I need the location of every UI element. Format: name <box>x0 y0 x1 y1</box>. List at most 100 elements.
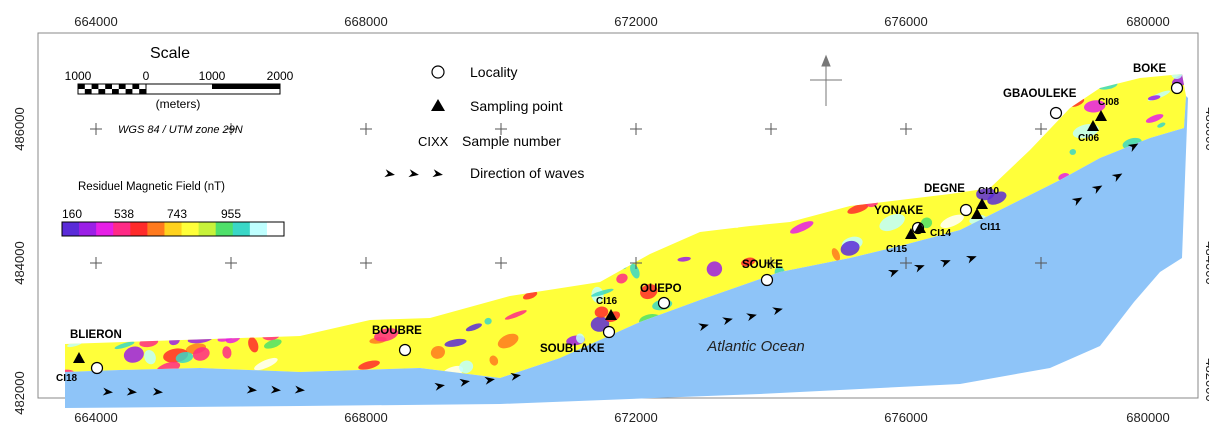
x-axis-top: 664000 668000 672000 676000 680000 <box>74 14 1169 29</box>
locality-label: YONAKE <box>874 205 924 217</box>
sample-label: CI11 <box>980 222 1001 233</box>
localities: BLIERON BOUBRE SOUBLAKE OUEPO SOUKE YONA… <box>70 63 1184 375</box>
symbol-legend: Locality Sampling point CIXX Sample numb… <box>384 64 584 181</box>
wave-arrow-icon <box>698 323 709 332</box>
ocean-area <box>65 96 1188 408</box>
sample-label: CI16 <box>596 296 618 307</box>
sample-label: CI10 <box>978 186 1000 197</box>
north-arrow-icon <box>810 54 842 106</box>
wave-arrow-icon <box>746 313 757 322</box>
locality-marker <box>760 273 774 287</box>
wave-arrow-icon <box>459 378 470 387</box>
wave-arrow-icon <box>1111 173 1123 182</box>
locality-marker <box>1170 81 1184 95</box>
y-tick-label: 484000 <box>12 241 27 284</box>
locality-label: BLIERON <box>70 329 122 341</box>
colorbar-tick: 955 <box>221 207 241 221</box>
sample-label: CI06 <box>1078 133 1100 144</box>
scale-label: 0 <box>143 69 150 83</box>
wave-arrow-icon <box>126 387 137 396</box>
locality-label: SOUBLAKE <box>540 343 605 355</box>
sampling-point-marker <box>73 352 85 363</box>
legend-sample-symbol: CIXX <box>418 134 449 149</box>
wave-arrow-icon <box>408 169 419 178</box>
locality-label: BOKE <box>1133 63 1167 75</box>
y-tick-label: 486000 <box>1203 107 1209 150</box>
x-tick-label: 672000 <box>614 410 657 425</box>
wave-arrow-icon <box>1091 185 1103 194</box>
y-tick-label: 482000 <box>12 371 27 414</box>
legend-locality: Locality <box>470 64 517 80</box>
wave-arrow-icon <box>965 255 977 264</box>
y-tick-label: 486000 <box>12 107 27 150</box>
scale-label: 1000 <box>65 69 92 83</box>
grid-crosses <box>90 123 1047 269</box>
locality-marker <box>1049 106 1063 120</box>
wave-arrow-icon <box>294 385 305 394</box>
sampling-point-marker <box>914 222 926 233</box>
y-tick-label: 482000 <box>1203 358 1209 401</box>
x-tick-label: 668000 <box>344 410 387 425</box>
locality-icon <box>431 65 445 79</box>
sample-label: CI18 <box>56 373 78 384</box>
wave-arrow-icon <box>384 169 395 178</box>
x-tick-label: 680000 <box>1126 410 1169 425</box>
wave-arrow-icon <box>722 317 733 326</box>
x-tick-label: 676000 <box>884 410 927 425</box>
locality-label: BOUBRE <box>372 325 422 337</box>
sampling-point-marker <box>971 208 983 219</box>
wave-arrow-icon <box>432 169 443 178</box>
x-tick-label: 664000 <box>74 410 117 425</box>
x-tick-label: 680000 <box>1126 14 1169 29</box>
sampling-point-marker <box>605 309 617 320</box>
wave-arrow-icon <box>246 385 257 394</box>
sampling-point-icon <box>431 99 445 111</box>
locality-marker <box>602 325 616 339</box>
scale-unit: (meters) <box>156 97 201 111</box>
sampling-point-marker <box>1087 120 1099 131</box>
wave-arrow-icon <box>887 269 899 278</box>
locality-marker <box>959 203 973 217</box>
scale-label: 1000 <box>199 69 226 83</box>
locality-label: SOUKE <box>742 259 783 271</box>
sampling-point-marker <box>1095 110 1107 121</box>
wave-arrow-icon <box>913 264 925 273</box>
y-axis-left: 486000 484000 482000 <box>12 107 27 414</box>
sampling-points: CI18 CI16 CI15 CI14 CI10 CI11 CI06 CI08 <box>56 97 1120 384</box>
y-tick-label: 484000 <box>1203 241 1209 284</box>
sampling-point-marker <box>905 228 917 239</box>
locality-label: OUEPO <box>640 283 682 295</box>
colorbar-title: Residuel Magnetic Field (nT) <box>78 181 225 193</box>
sample-label: CI14 <box>930 228 952 239</box>
colorbar-tick: 743 <box>167 207 187 221</box>
wave-arrow-icon <box>1127 143 1139 152</box>
wave-arrow-icon <box>484 376 495 385</box>
locality-marker <box>90 361 104 375</box>
sampling-point-marker <box>976 198 988 209</box>
colorbar: Residuel Magnetic Field (nT) 160 538 743… <box>61 181 285 237</box>
scale-label: 2000 <box>267 69 294 83</box>
wave-arrows <box>102 143 1139 396</box>
wave-arrow-icon <box>152 387 163 396</box>
locality-marker <box>398 343 412 357</box>
colorbar-tick: 160 <box>62 207 82 221</box>
legend-waves: Direction of waves <box>470 165 584 181</box>
y-axis-right: 486000 484000 482000 <box>1203 107 1209 401</box>
legend-sample-number: Sample number <box>462 133 561 149</box>
x-axis-bottom: 664000 668000 672000 676000 680000 <box>74 410 1169 425</box>
wave-arrows-icon <box>384 169 443 178</box>
x-tick-label: 676000 <box>884 14 927 29</box>
wave-arrow-icon <box>434 382 445 391</box>
x-tick-label: 664000 <box>74 14 117 29</box>
wave-arrow-icon <box>772 307 783 316</box>
wave-arrow-icon <box>510 372 521 381</box>
sample-label: CI15 <box>886 244 908 255</box>
x-tick-label: 672000 <box>614 14 657 29</box>
scale-bar: Scale 1000 0 1000 2000 (meters) WGS 84 /… <box>65 45 294 136</box>
scale-crs: WGS 84 / UTM zone 29N <box>118 124 243 136</box>
wave-arrow-icon <box>939 259 951 268</box>
legend-sampling-point: Sampling point <box>470 98 563 114</box>
wave-arrow-icon <box>102 387 113 396</box>
wave-arrow-icon <box>270 385 281 394</box>
